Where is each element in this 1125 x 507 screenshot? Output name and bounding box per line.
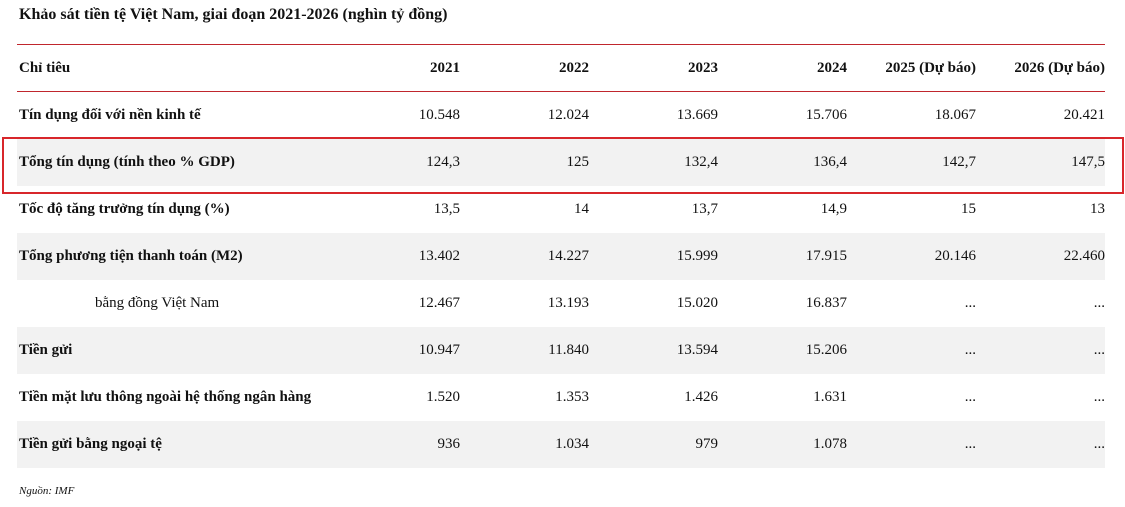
cell-value: 15 [961, 201, 976, 217]
cell-value: 125 [566, 154, 590, 170]
row-band [17, 327, 1105, 374]
cell-value: 15.020 [676, 295, 718, 311]
row-label: Tổng tín dụng (tính theo % GDP) [19, 154, 235, 170]
cell-value: 136,4 [813, 154, 847, 170]
cell-value: 1.520 [426, 389, 460, 405]
cell-value: ... [1093, 295, 1105, 311]
cell-value: 1.034 [555, 436, 589, 452]
row-label: Tốc độ tăng trưởng tín dụng (%) [19, 201, 230, 217]
cell-value: ... [1093, 436, 1105, 452]
cell-value: 132,4 [684, 154, 718, 170]
cell-value: 18.067 [934, 107, 976, 123]
cell-value: 10.548 [418, 107, 460, 123]
cell-value: 20.421 [1063, 107, 1105, 123]
cell-value: 13,5 [433, 201, 460, 217]
cell-value: 12.024 [547, 107, 589, 123]
cell-value: 16.837 [805, 295, 847, 311]
title: Khảo sát tiền tệ Việt Nam, giai đoạn 202… [19, 6, 448, 23]
cell-value: 20.146 [934, 248, 976, 264]
source: Nguồn: IMF [19, 485, 75, 497]
cell-value: 13 [1090, 201, 1105, 217]
cell-value: 1.353 [555, 389, 589, 405]
header-cell: Chỉ tiêu [19, 60, 71, 76]
cell-value: 13.402 [418, 248, 460, 264]
cell-value: 10.947 [418, 342, 460, 358]
row-label: Tiền gửi [19, 342, 73, 358]
cell-value: 22.460 [1063, 248, 1105, 264]
cell-value: 11.840 [548, 342, 589, 358]
row-band [17, 421, 1105, 468]
cell-value: 13.193 [547, 295, 589, 311]
row-label: Tổng phương tiện thanh toán (M2) [19, 248, 243, 264]
cell-value: 13.594 [676, 342, 718, 358]
cell-value: 14 [574, 201, 589, 217]
cell-value: ... [1093, 389, 1105, 405]
row-band [17, 233, 1105, 280]
row-label: Tiền mặt lưu thông ngoài hệ thống ngân h… [19, 389, 312, 405]
cell-value: 12.467 [418, 295, 460, 311]
cell-value: 17.915 [805, 248, 847, 264]
cell-value: 13.669 [676, 107, 718, 123]
row-label: bằng đồng Việt Nam [95, 295, 220, 311]
cell-value: ... [964, 436, 976, 452]
cell-value: 15.999 [676, 248, 718, 264]
cell-value: 124,3 [426, 154, 460, 170]
cell-value: 1.078 [813, 436, 847, 452]
cell-value: 936 [437, 436, 461, 452]
cell-value: 15.706 [805, 107, 847, 123]
header-cell: 2021 [430, 60, 460, 76]
rule [17, 91, 1105, 92]
row-band [17, 139, 1105, 186]
header-cell: 2023 [688, 60, 718, 76]
cell-value: 15.206 [805, 342, 847, 358]
cell-value: 1.426 [684, 389, 718, 405]
cell-value: 1.631 [813, 389, 847, 405]
cell-value: 142,7 [942, 154, 976, 170]
cell-value: ... [1093, 342, 1105, 358]
rule [17, 44, 1105, 45]
cell-value: ... [964, 295, 976, 311]
cell-value: 147,5 [1071, 154, 1105, 170]
cell-value: ... [964, 389, 976, 405]
header-cell: 2026 (Dự báo) [1014, 60, 1105, 76]
header-cell: 2024 [817, 60, 847, 76]
cell-value: 13,7 [691, 201, 718, 217]
row-label: Tiền gửi bằng ngoại tệ [19, 436, 162, 452]
cell-value: 14,9 [820, 201, 847, 217]
row-label: Tín dụng đối với nền kinh tế [19, 107, 201, 123]
highlight-box [2, 137, 1124, 194]
header-cell: 2025 (Dự báo) [885, 60, 976, 76]
header-cell: 2022 [559, 60, 589, 76]
cell-value: ... [964, 342, 976, 358]
cell-value: 979 [695, 436, 719, 452]
cell-value: 14.227 [547, 248, 589, 264]
